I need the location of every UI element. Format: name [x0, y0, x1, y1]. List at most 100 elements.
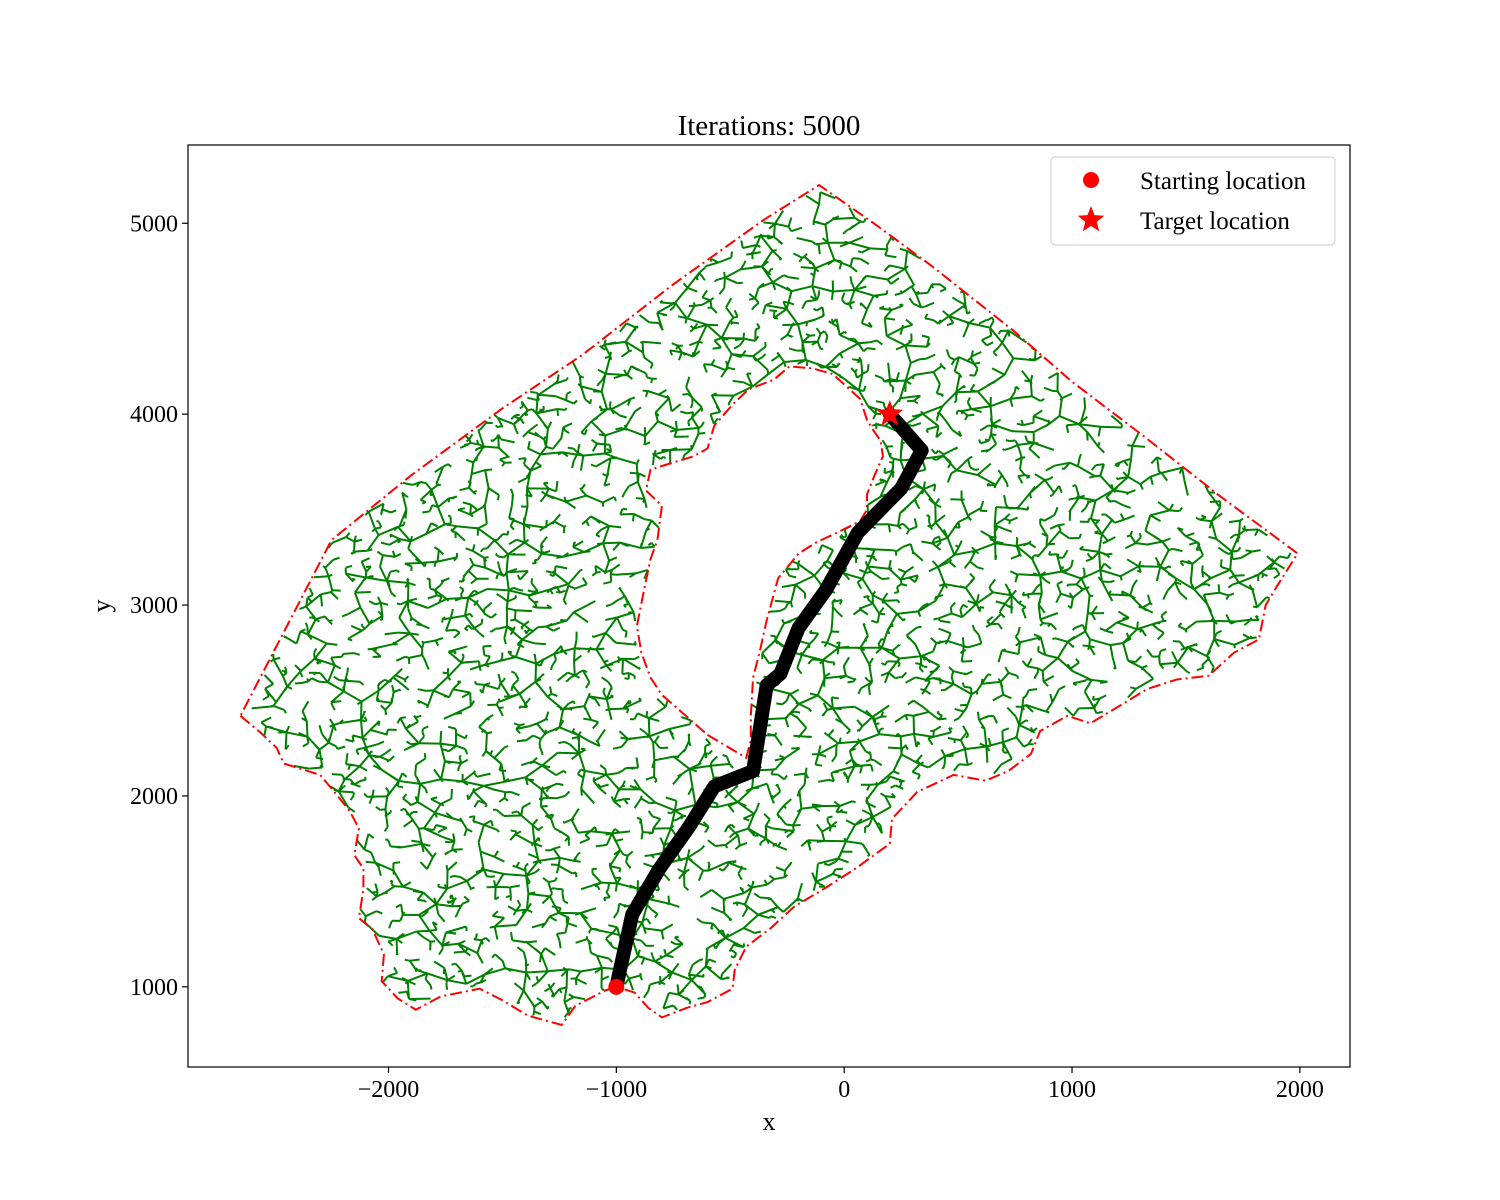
- tree-edge: [363, 776, 367, 780]
- tree-edge: [1266, 596, 1270, 600]
- tree-edge: [880, 671, 890, 677]
- tree-edge: [541, 895, 551, 905]
- tree-edge: [881, 600, 885, 604]
- tree-edge: [1045, 580, 1051, 585]
- tree-edge: [711, 922, 727, 939]
- tree-edge: [874, 715, 882, 720]
- tree-edge: [826, 242, 836, 261]
- tree-edge: [1174, 581, 1182, 586]
- tree-edge: [571, 460, 575, 469]
- tree-edge: [1004, 517, 1011, 522]
- tree-edge: [1160, 610, 1168, 617]
- tree-edge: [1001, 448, 1005, 451]
- tree-edge: [350, 782, 355, 786]
- tree-edge: [311, 677, 320, 683]
- tree-edge: [568, 993, 575, 998]
- tree-edge: [815, 296, 819, 301]
- tree-edge: [1127, 444, 1133, 447]
- tree-edge: [989, 320, 995, 329]
- tree-edge: [464, 974, 472, 978]
- tree-edge: [886, 335, 906, 347]
- tree-edge: [783, 798, 792, 807]
- tree-edge: [777, 773, 785, 781]
- tree-edge: [967, 458, 972, 468]
- tree-edge: [900, 671, 908, 679]
- tree-edge: [866, 364, 870, 371]
- tree-edge: [596, 954, 610, 960]
- tree-edge: [566, 377, 569, 380]
- tree-edge: [807, 707, 812, 713]
- tree-edge: [384, 709, 388, 716]
- tree-edge: [1195, 643, 1198, 647]
- tree-edge: [935, 426, 940, 438]
- tree-edge: [865, 758, 872, 763]
- tree-edge: [823, 330, 829, 337]
- tree-edge: [912, 770, 921, 776]
- tree-edge: [978, 439, 982, 444]
- tree-edge: [804, 359, 809, 363]
- tree-edge: [703, 965, 707, 969]
- tree-edge: [447, 979, 467, 985]
- tree-edge: [901, 583, 908, 587]
- tree-edge: [502, 596, 509, 603]
- tree-edge: [968, 322, 991, 329]
- tree-edge: [921, 488, 925, 495]
- tree-edge: [669, 349, 674, 356]
- tree-edge: [384, 786, 390, 793]
- tree-edge: [414, 558, 423, 564]
- tree-edge: [591, 872, 602, 884]
- tree-edge: [571, 728, 576, 733]
- tree-edge: [1088, 645, 1096, 656]
- tree-edge: [556, 590, 561, 594]
- tree-edge: [461, 691, 471, 699]
- tree-edge: [651, 760, 656, 769]
- tree-edge: [992, 346, 1000, 353]
- tree-edge: [1017, 474, 1026, 478]
- tree-edge: [419, 861, 428, 870]
- tree-edge: [993, 525, 997, 544]
- tree-edge: [1026, 657, 1033, 667]
- tree-edge: [845, 819, 856, 826]
- tree-edge: [854, 561, 858, 564]
- tree-edge: [969, 560, 978, 569]
- tree-edge: [858, 568, 868, 574]
- tree-edge: [739, 886, 742, 889]
- tree-edge: [795, 701, 800, 705]
- tree-edge: [422, 725, 429, 730]
- tree-edge: [899, 247, 908, 252]
- tree-edge: [734, 785, 739, 789]
- tree-edge: [605, 832, 613, 836]
- tree-edge: [879, 478, 883, 482]
- tree-edge: [404, 675, 410, 681]
- tree-edge: [580, 966, 603, 973]
- tree-edge: [579, 838, 590, 844]
- tree-edge: [1126, 558, 1140, 568]
- tree-edge: [339, 719, 344, 724]
- tree-edge: [897, 663, 901, 668]
- tree-edge: [1122, 637, 1132, 644]
- tree-edge: [857, 250, 862, 254]
- tree-edge: [540, 451, 563, 456]
- tree-edge: [497, 682, 502, 690]
- tree-edge: [769, 610, 780, 613]
- tree-edge: [854, 818, 863, 826]
- tree-edge: [482, 504, 486, 507]
- tree-edge: [1028, 447, 1033, 452]
- tree-edge: [367, 548, 373, 552]
- tree-edge: [441, 616, 446, 621]
- tree-edge: [1081, 624, 1087, 632]
- tree-edge: [884, 795, 892, 808]
- tree-edge: [922, 481, 926, 490]
- tree-edge: [871, 555, 876, 559]
- tree-edge: [374, 526, 382, 530]
- tree-edge: [865, 799, 868, 803]
- tree-edge: [697, 324, 708, 343]
- tree-edge: [284, 732, 288, 750]
- tree-edge: [1069, 496, 1080, 512]
- tree-edge: [955, 389, 960, 394]
- tree-edge: [803, 773, 807, 785]
- tree-edge: [420, 843, 425, 853]
- tree-edge: [918, 667, 925, 673]
- tree-edge: [434, 811, 454, 820]
- tree-edge: [514, 610, 517, 620]
